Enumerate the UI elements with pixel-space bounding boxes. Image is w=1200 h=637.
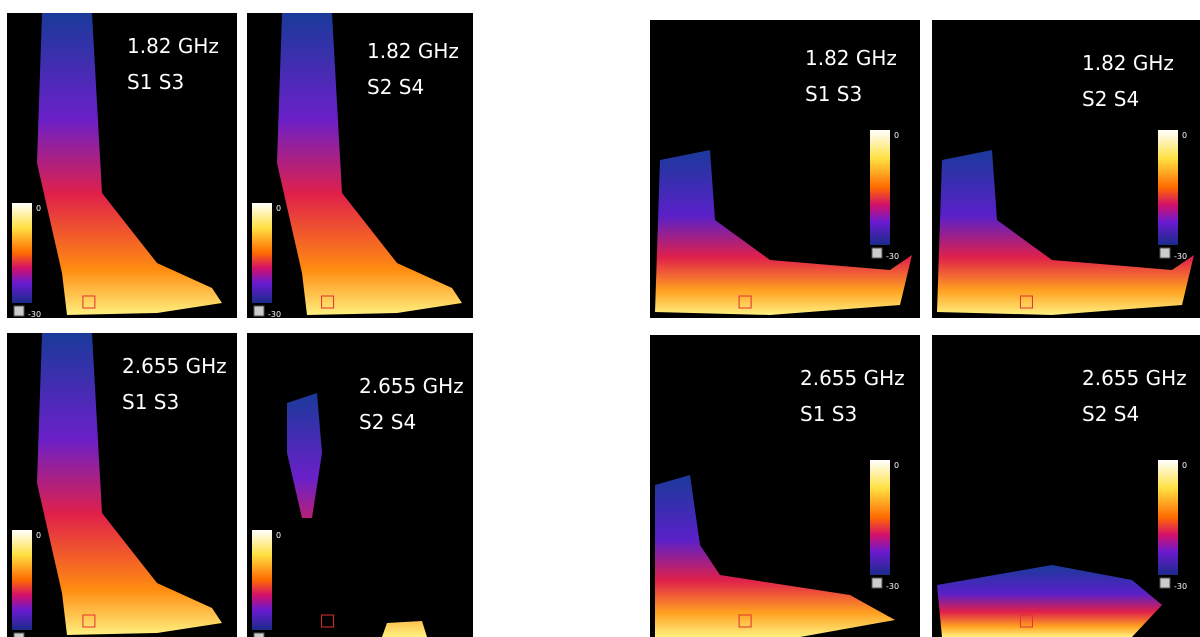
colorbar-icon [14,633,24,637]
frequency-label: 2.655 GHz [800,366,905,390]
figure: 1.82 GHzS1 S30-301.82 GHzS2 S40-302.655 … [0,0,1200,637]
panel: 2.655 GHz S1 S3 0 -30 [650,335,920,637]
colorbar [12,203,32,303]
colorbar-icon [254,306,264,316]
colorbar [870,130,890,245]
colorbar [252,203,272,303]
port-label: S2 S4 [359,410,416,434]
port-label: S1 S3 [127,70,184,94]
colorbar-max: 0 [1182,461,1187,470]
colorbar-min: -30 [268,310,281,319]
colorbar-max: 0 [894,461,899,470]
colorbar-min: -30 [1174,582,1187,591]
colorbar-max: 0 [36,204,41,213]
colorbar-icon [1160,578,1170,588]
colorbar-max: 0 [1182,131,1187,140]
colorbar [1158,130,1178,245]
frequency-label: 1.82 GHz [127,34,219,58]
colorbar [1158,460,1178,575]
colorbar-min: -30 [28,310,41,319]
panel: 1.82 GHz S2 S4 0 -30 [932,20,1200,318]
port-label: S1 S3 [122,390,179,414]
frequency-label: 2.655 GHz [1082,366,1187,390]
panel: 1.82 GHz S1 S3 0 -30 [650,20,920,318]
frequency-label: 2.655 GHz [359,374,464,398]
port-label: S2 S4 [1082,87,1139,111]
colorbar [870,460,890,575]
colorbar-max: 0 [894,131,899,140]
colorbar [252,530,272,630]
colorbar-min: -30 [886,252,899,261]
colorbar-max: 0 [36,531,41,540]
colorbar-icon [254,633,264,637]
panel: 2.655 GHz S2 S4 0 -30 [932,335,1200,637]
colorbar [12,530,32,630]
frequency-label: 1.82 GHz [1082,51,1174,75]
frequency-label: 1.82 GHz [805,46,897,70]
panel: 1.82 GHz S1 S3 0 -30 [7,13,237,319]
colorbar-icon [14,306,24,316]
colorbar-max: 0 [276,204,281,213]
colorbar-icon [872,578,882,588]
frequency-label: 1.82 GHz [367,39,459,63]
colorbar-min: -30 [886,582,899,591]
panel: 1.82 GHz S2 S4 0 -30 [247,13,473,319]
colorbar-icon [1160,248,1170,258]
port-label: S1 S3 [800,402,857,426]
colorbar-icon [872,248,882,258]
colorbar-min: -30 [1174,252,1187,261]
port-label: S2 S4 [1082,402,1139,426]
frequency-label: 2.655 GHz [122,354,227,378]
colorbar-max: 0 [276,531,281,540]
port-label: S2 S4 [367,75,424,99]
port-label: S1 S3 [805,82,862,106]
